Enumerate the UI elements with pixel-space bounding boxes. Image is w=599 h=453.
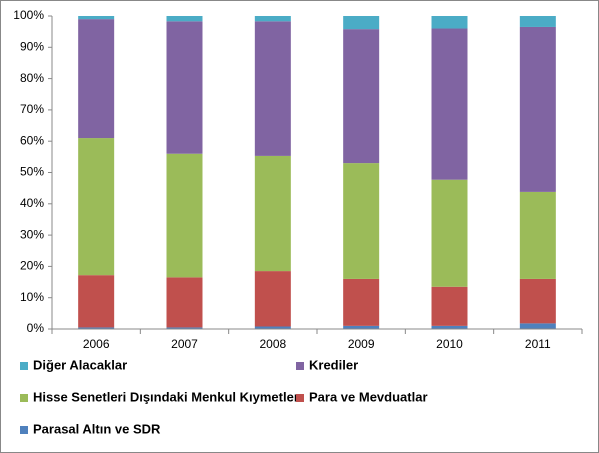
y-tick-label: 90% bbox=[20, 39, 44, 53]
legend-label: Krediler bbox=[309, 357, 358, 372]
legend-label: Para ve Mevduatlar bbox=[309, 389, 428, 404]
bar-segment bbox=[343, 16, 380, 30]
x-tick-label: 2011 bbox=[525, 337, 551, 351]
legend-swatch bbox=[296, 394, 304, 402]
bar-segment bbox=[254, 326, 291, 329]
y-tick-label: 0% bbox=[27, 321, 45, 335]
legend-swatch bbox=[20, 426, 28, 434]
y-tick-label: 20% bbox=[20, 259, 44, 273]
bar-segment bbox=[431, 16, 468, 29]
bar-segment bbox=[431, 286, 468, 326]
bar-segment bbox=[166, 327, 203, 329]
y-tick-label: 70% bbox=[20, 102, 44, 116]
bar-segment bbox=[519, 26, 556, 192]
x-tick-label: 2008 bbox=[259, 337, 286, 351]
legend-label: Hisse Senetleri Dışındaki Menkul Kıymetl… bbox=[33, 389, 299, 404]
bar-segment bbox=[78, 16, 115, 20]
y-tick-label: 100% bbox=[13, 8, 44, 22]
y-tick-label: 40% bbox=[20, 196, 44, 210]
y-tick-label: 30% bbox=[20, 227, 44, 241]
legend-swatch bbox=[20, 394, 28, 402]
bar-segment bbox=[343, 29, 380, 164]
bar-segment bbox=[166, 153, 203, 278]
y-tick-label: 10% bbox=[20, 290, 44, 304]
bar-segment bbox=[519, 191, 556, 279]
bar-segment bbox=[166, 21, 203, 154]
bar-segment bbox=[78, 19, 115, 139]
x-tick-label: 2007 bbox=[171, 337, 198, 351]
bar-segment bbox=[343, 163, 380, 279]
y-tick-label: 50% bbox=[20, 165, 44, 179]
x-tick-label: 2010 bbox=[436, 337, 463, 351]
bar-segment bbox=[254, 21, 291, 156]
y-tick-label: 80% bbox=[20, 71, 44, 85]
bar-segment bbox=[343, 278, 380, 326]
bar-segment bbox=[519, 323, 556, 329]
bar-segment bbox=[431, 28, 468, 180]
bar-segment bbox=[343, 325, 380, 329]
bar-segment bbox=[166, 277, 203, 328]
bar-segment bbox=[78, 327, 115, 329]
bar-segment bbox=[78, 275, 115, 328]
x-tick-label: 2006 bbox=[83, 337, 110, 351]
bar-segment bbox=[254, 155, 291, 272]
x-tick-label: 2009 bbox=[348, 337, 375, 351]
legend-label: Diğer Alacaklar bbox=[33, 357, 127, 372]
bar-segment bbox=[254, 16, 291, 22]
legend-swatch bbox=[20, 362, 28, 370]
bar-segment bbox=[519, 16, 556, 27]
bar-segment bbox=[431, 179, 468, 287]
legend-swatch bbox=[296, 362, 304, 370]
bar-segment bbox=[431, 325, 468, 329]
bar-segment bbox=[254, 271, 291, 327]
bar-segment bbox=[78, 138, 115, 276]
bar-segment bbox=[166, 16, 203, 22]
y-tick-label: 60% bbox=[20, 133, 44, 147]
bar-segment bbox=[519, 278, 556, 324]
legend-label: Parasal Altın ve SDR bbox=[33, 421, 161, 436]
